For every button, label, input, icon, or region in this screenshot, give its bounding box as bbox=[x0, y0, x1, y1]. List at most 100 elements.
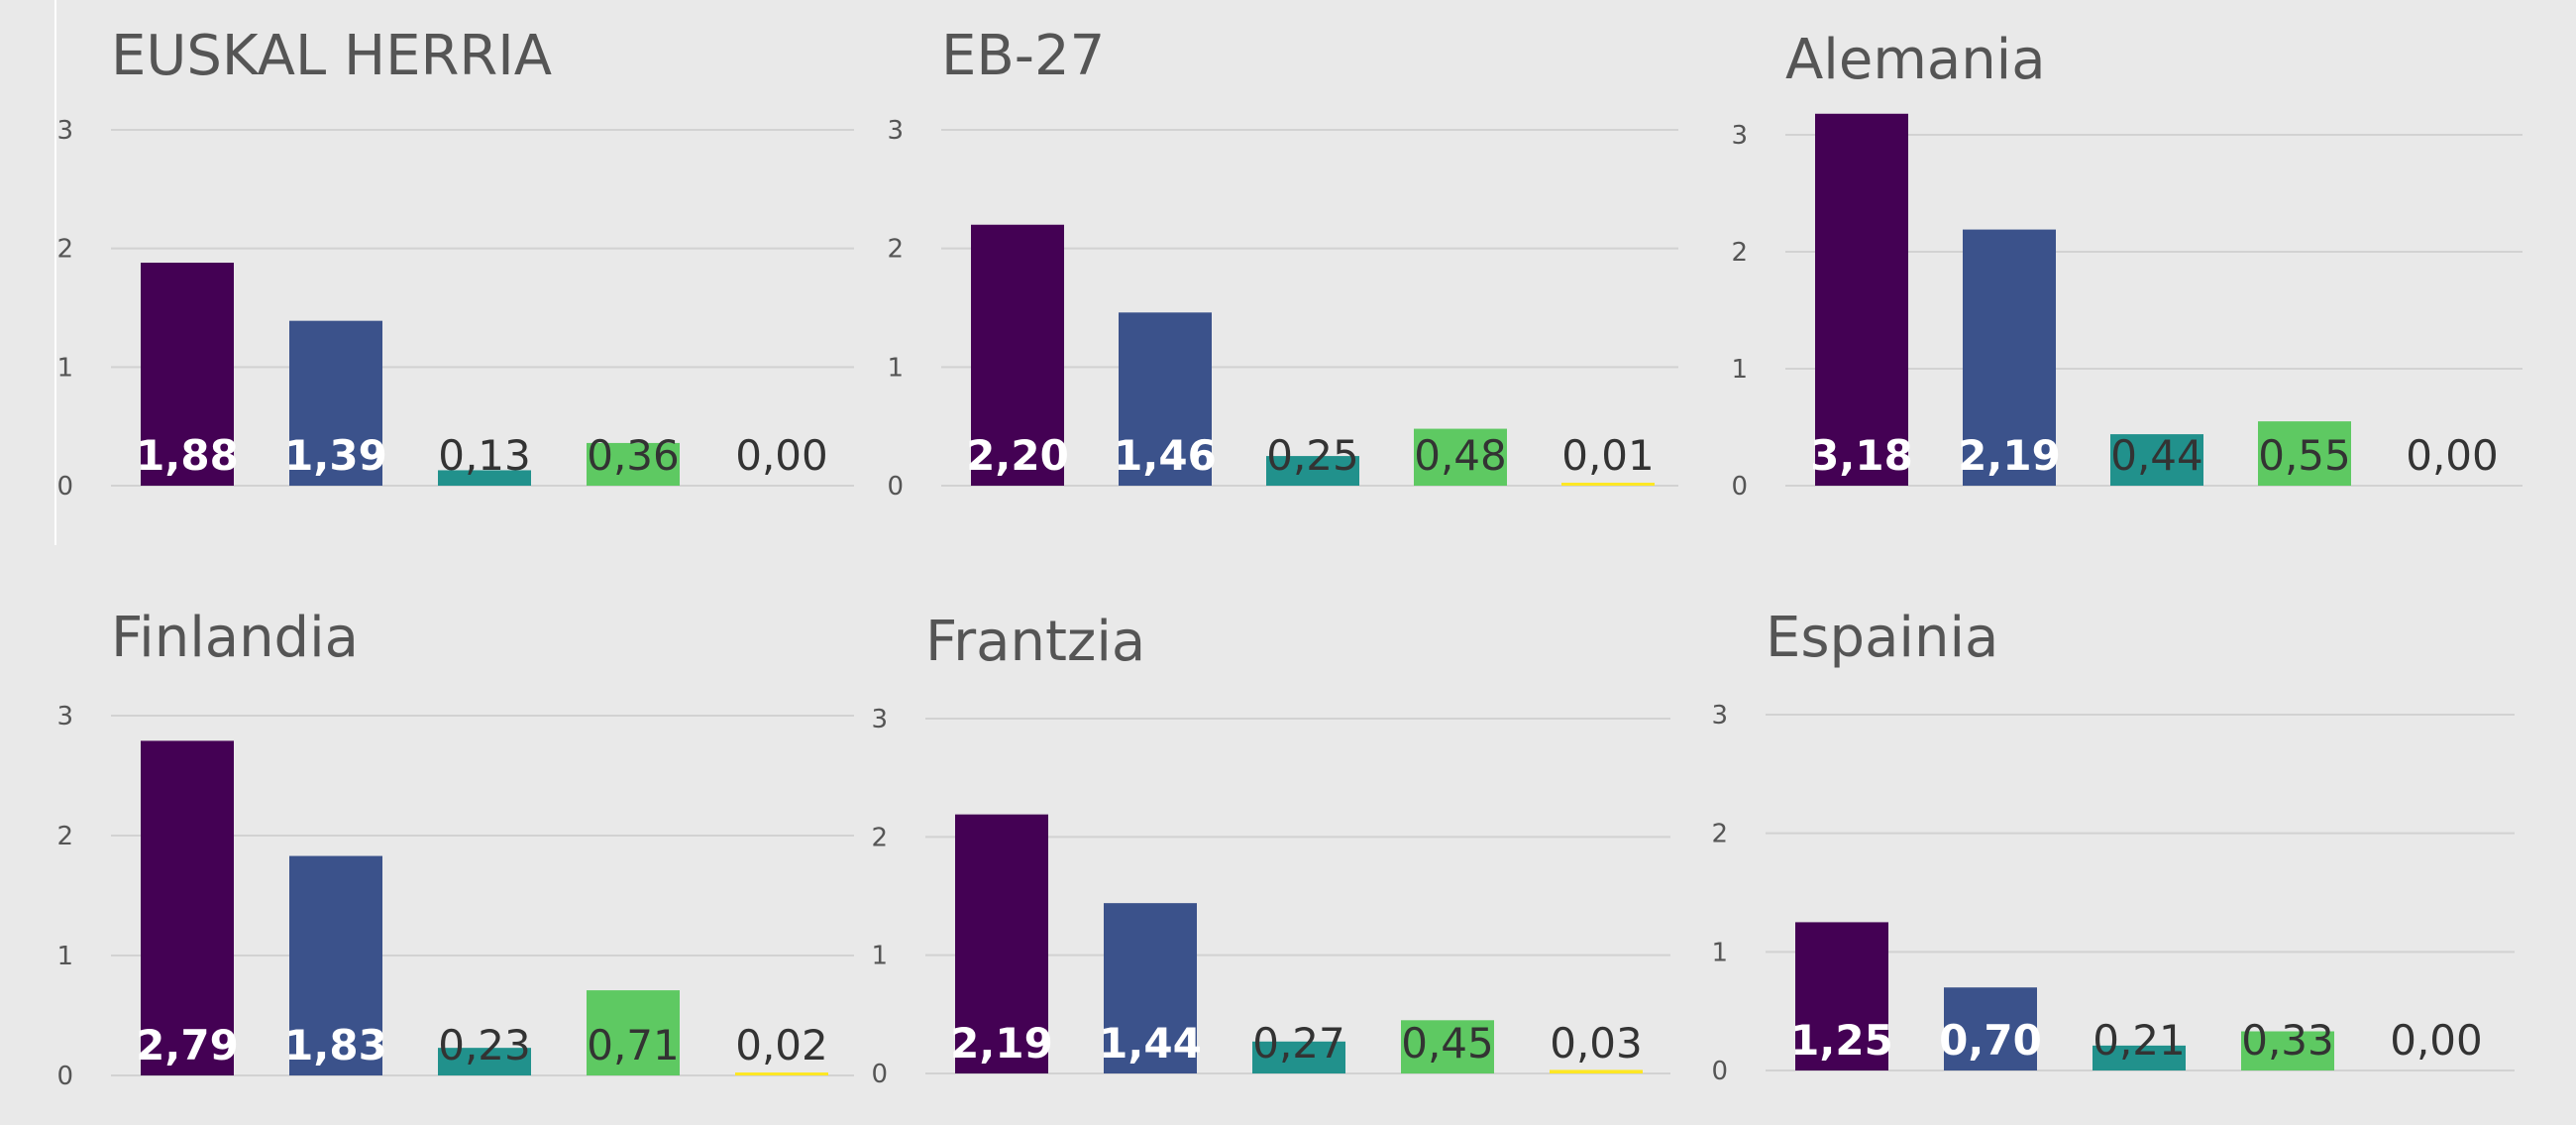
bar bbox=[2093, 1045, 2186, 1070]
chart-panel-euskal-herria: EUSKAL HERRIA 0 1 2 3 1,88 1,39 0,13 0,36 0,00 bbox=[0, 0, 872, 515]
bar-chart-alemania: 0 1 2 3 3,18 2,19 0,44 0,55 0,00 bbox=[1731, 113, 2522, 502]
bar-chart-espainia: 0 1 2 3 1,25 0,70 0,21 0,33 0,00 bbox=[1711, 701, 2515, 1086]
bar-value-label: 2,20 bbox=[966, 431, 1069, 480]
bar bbox=[289, 855, 382, 1075]
bar-value-label: 2,19 bbox=[1958, 431, 2061, 480]
bar-value-label: 0,36 bbox=[587, 431, 680, 480]
bar-value-label: 0,23 bbox=[438, 1021, 531, 1069]
bar-value-label: 0,44 bbox=[2110, 431, 2203, 480]
bar bbox=[438, 470, 531, 486]
bar bbox=[438, 1048, 531, 1075]
bar bbox=[1944, 987, 2037, 1070]
bar-value-label: 0,01 bbox=[1561, 431, 1655, 480]
bar-value-label: 0,71 bbox=[587, 1021, 680, 1069]
bar-value-label: 0,21 bbox=[2093, 1016, 2186, 1065]
chart-title: Frantzia bbox=[925, 610, 1146, 674]
bar-value-label: 0,25 bbox=[1266, 431, 1359, 480]
bar-chart-euskal-herria: 0 1 2 3 1,88 1,39 0,13 0,36 0,00 bbox=[56, 116, 854, 502]
chart-title: EB-27 bbox=[941, 24, 1106, 88]
bar bbox=[1401, 1020, 1494, 1073]
bar-value-label: 1,44 bbox=[1099, 1019, 1202, 1068]
bar bbox=[141, 740, 234, 1075]
bar-value-label: 0,70 bbox=[1939, 1016, 2042, 1065]
y-tick-label: 2 bbox=[56, 822, 73, 851]
chart-title: EUSKAL HERRIA bbox=[111, 24, 553, 88]
y-tick-label: 3 bbox=[56, 116, 73, 146]
bar-value-label: 0,13 bbox=[438, 431, 531, 480]
bar-value-label: 3,18 bbox=[1810, 431, 1913, 480]
bar bbox=[1561, 483, 1655, 486]
bar bbox=[1252, 1041, 1345, 1073]
bar-value-label: 0,33 bbox=[2241, 1016, 2334, 1065]
y-tick-label: 1 bbox=[56, 353, 73, 383]
bar bbox=[289, 320, 382, 486]
bar-value-label: 0,02 bbox=[735, 1021, 828, 1069]
bar-value-label: 0,27 bbox=[1252, 1019, 1345, 1068]
bar-value-label: 0,48 bbox=[1414, 431, 1507, 480]
chart-panel-finlandia: Finlandia 0 1 2 3 2,79 1,83 0,23 0,71 0,02 bbox=[0, 580, 872, 1125]
y-tick-label: 3 bbox=[1711, 701, 1728, 731]
y-tick-label: 2 bbox=[1711, 820, 1728, 849]
bar bbox=[971, 224, 1064, 486]
bar-value-label: 1,88 bbox=[136, 431, 239, 480]
bar-value-label: 0,55 bbox=[2258, 431, 2351, 480]
y-tick-label: 1 bbox=[56, 942, 73, 971]
y-tick-label: 2 bbox=[56, 235, 73, 265]
y-tick-label: 0 bbox=[1731, 472, 1748, 502]
chart-panel-eb-27: EB-27 0 1 2 3 2,20 1,46 0,25 0,48 0,01 bbox=[872, 0, 1724, 515]
y-tick-label: 3 bbox=[871, 705, 888, 734]
chart-title: Alemania bbox=[1785, 28, 2046, 92]
y-tick-label: 1 bbox=[887, 353, 904, 383]
bar-value-label: 0,45 bbox=[1401, 1019, 1494, 1068]
chart-panel-espainia: Espainia 0 1 2 3 1,25 0,70 0,21 0,33 0,00 bbox=[1711, 580, 2576, 1125]
y-tick-label: 0 bbox=[56, 1062, 73, 1091]
bar bbox=[1414, 428, 1507, 486]
chart-panel-frantzia: Frantzia 0 1 2 3 2,19 1,44 0,27 0,45 0,03 bbox=[871, 580, 1724, 1125]
y-tick-label: 1 bbox=[1731, 355, 1748, 385]
bar bbox=[735, 1072, 828, 1075]
bar bbox=[1815, 113, 1908, 486]
y-tick-label: 3 bbox=[1731, 121, 1748, 151]
bar bbox=[141, 263, 234, 486]
bar bbox=[1795, 922, 1888, 1070]
y-tick-label: 0 bbox=[56, 472, 73, 502]
panel-divider-line bbox=[54, 0, 56, 545]
bar-value-label: 1,46 bbox=[1114, 431, 1217, 480]
bar-chart-finlandia: 0 1 2 3 2,79 1,83 0,23 0,71 0,02 bbox=[56, 702, 854, 1091]
y-tick-label: 0 bbox=[887, 472, 904, 502]
bar bbox=[1550, 1069, 1643, 1073]
bar-chart-eb-27: 0 1 2 3 2,20 1,46 0,25 0,48 0,01 bbox=[887, 116, 1678, 502]
y-tick-label: 3 bbox=[56, 702, 73, 731]
bar-value-label: 0,00 bbox=[735, 431, 828, 480]
bar bbox=[1104, 903, 1197, 1073]
bar bbox=[2241, 1031, 2334, 1070]
y-tick-label: 0 bbox=[871, 1060, 888, 1089]
bar-value-label: 1,39 bbox=[284, 431, 387, 480]
y-tick-label: 1 bbox=[1711, 938, 1728, 967]
chart-title: Finlandia bbox=[111, 606, 359, 670]
bar bbox=[1963, 229, 2056, 486]
y-tick-label: 1 bbox=[871, 942, 888, 971]
y-tick-label: 2 bbox=[887, 235, 904, 265]
bar bbox=[2258, 421, 2351, 486]
bar-value-label: 0,00 bbox=[2406, 431, 2499, 480]
bar bbox=[1266, 456, 1359, 486]
y-tick-label: 2 bbox=[1731, 238, 1748, 268]
y-tick-label: 3 bbox=[887, 116, 904, 146]
bar-chart-frantzia: 0 1 2 3 2,19 1,44 0,27 0,45 0,03 bbox=[871, 705, 1670, 1089]
bar bbox=[955, 814, 1048, 1073]
chart-title: Espainia bbox=[1766, 606, 1999, 670]
chart-panel-alemania: Alemania 0 1 2 3 3,18 2,19 0,44 0,55 0,00 bbox=[1724, 0, 2576, 515]
bar bbox=[2110, 434, 2203, 486]
bar-value-label: 0,00 bbox=[2390, 1016, 2483, 1065]
bar bbox=[1119, 312, 1212, 486]
bar-value-label: 2,79 bbox=[136, 1021, 239, 1069]
y-tick-label: 2 bbox=[871, 823, 888, 852]
y-tick-label: 0 bbox=[1711, 1057, 1728, 1086]
bar bbox=[587, 990, 680, 1075]
bar-value-label: 2,19 bbox=[950, 1019, 1053, 1068]
bar-value-label: 1,83 bbox=[284, 1021, 387, 1069]
bar-value-label: 1,25 bbox=[1790, 1016, 1893, 1065]
bar-value-label: 0,03 bbox=[1550, 1019, 1643, 1068]
bar bbox=[587, 442, 680, 486]
